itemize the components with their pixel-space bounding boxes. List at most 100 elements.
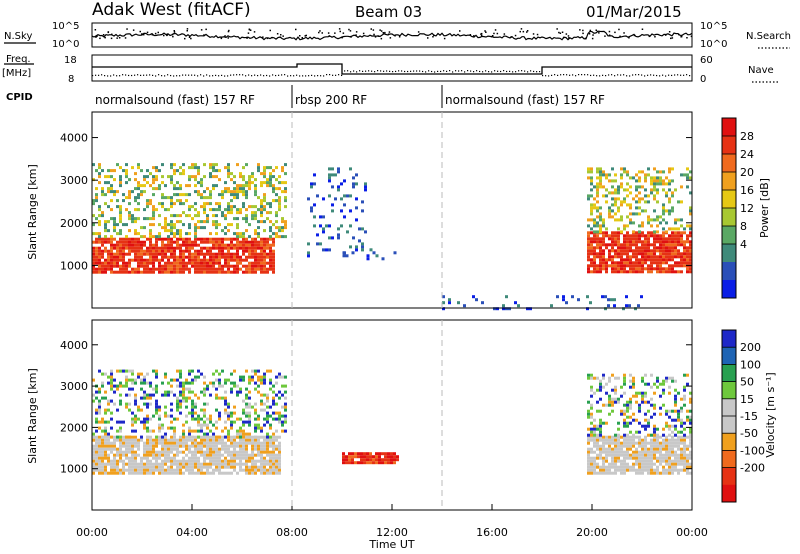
x-tick-label: 04:00 xyxy=(176,526,208,539)
data-cell xyxy=(104,420,107,424)
nsearch-dot xyxy=(107,31,110,33)
data-cell xyxy=(623,227,626,231)
nave-dot xyxy=(422,70,424,73)
data-cell xyxy=(602,255,605,259)
data-cell xyxy=(122,420,125,424)
data-cell xyxy=(188,178,191,182)
data-cell xyxy=(266,444,269,448)
data-cell xyxy=(263,270,266,274)
data-cell xyxy=(269,444,272,448)
data-cell xyxy=(622,307,625,311)
nsearch-dot xyxy=(614,31,616,34)
data-cell xyxy=(263,246,266,250)
data-cell xyxy=(92,240,95,244)
data-cell xyxy=(378,461,381,465)
data-cell xyxy=(101,447,104,451)
data-cell xyxy=(638,462,641,466)
data-cell xyxy=(221,438,224,442)
nsearch-dot xyxy=(559,32,562,34)
data-cell xyxy=(689,450,692,454)
data-cell xyxy=(611,197,614,201)
data-cell xyxy=(638,421,641,425)
data-cell xyxy=(662,388,665,392)
nave-dot xyxy=(137,74,139,76)
data-cell xyxy=(158,423,161,427)
data-cell xyxy=(188,372,191,376)
data-cell xyxy=(322,215,325,219)
data-cell xyxy=(602,185,605,189)
data-cell xyxy=(125,252,128,256)
data-cell xyxy=(236,249,239,253)
data-cell xyxy=(167,258,170,262)
data-cell xyxy=(140,190,143,194)
data-cell xyxy=(638,246,641,250)
data-cell xyxy=(182,459,185,463)
data-cell xyxy=(149,261,152,265)
data-cell xyxy=(185,420,188,424)
data-cell xyxy=(599,438,602,442)
data-cell xyxy=(617,185,620,189)
data-cell xyxy=(623,459,626,463)
data-cell xyxy=(272,190,275,194)
data-cell xyxy=(182,390,185,394)
data-cell xyxy=(248,240,251,244)
data-cell xyxy=(275,459,278,463)
data-cell xyxy=(662,209,665,213)
data-cell xyxy=(650,465,653,469)
data-cell xyxy=(107,408,110,412)
data-cell xyxy=(134,196,137,200)
data-cell xyxy=(197,420,200,424)
data-cell xyxy=(623,424,626,428)
data-cell xyxy=(593,438,596,442)
data-cell xyxy=(602,447,605,451)
data-cell xyxy=(647,243,650,247)
data-cell xyxy=(251,462,254,466)
data-cell xyxy=(98,246,101,250)
data-cell xyxy=(668,433,671,437)
data-cell xyxy=(185,462,188,466)
data-cell xyxy=(251,369,254,373)
data-cell xyxy=(668,212,671,216)
data-cell xyxy=(656,465,659,469)
data-cell xyxy=(659,246,662,250)
data-cell xyxy=(683,468,686,472)
data-cell xyxy=(656,234,659,238)
data-cell xyxy=(375,452,378,456)
data-cell xyxy=(275,178,278,182)
data-cell xyxy=(116,438,119,442)
data-cell xyxy=(266,462,269,466)
data-cell xyxy=(128,438,131,442)
data-cell xyxy=(629,400,632,404)
data-cell xyxy=(143,378,146,382)
data-cell xyxy=(668,424,671,428)
data-cell xyxy=(95,270,98,274)
data-cell xyxy=(203,393,206,397)
data-cell xyxy=(140,184,143,188)
data-cell xyxy=(611,270,614,274)
data-cell xyxy=(278,417,281,421)
data-cell xyxy=(104,435,107,439)
colorbar-swatch xyxy=(722,330,736,348)
nave-label: Nave xyxy=(748,65,774,76)
colorbar-tick-label: 8 xyxy=(740,220,747,233)
data-cell xyxy=(125,375,128,379)
data-cell xyxy=(257,220,260,224)
data-cell xyxy=(209,196,212,200)
data-cell xyxy=(349,209,352,213)
velocity-ylabel: Slant Range [km] xyxy=(26,368,39,464)
data-cell xyxy=(254,240,257,244)
data-cell xyxy=(328,248,331,252)
data-cell xyxy=(656,230,659,234)
data-cell xyxy=(623,441,626,445)
data-cell xyxy=(212,468,215,472)
data-cell xyxy=(236,196,239,200)
data-cell xyxy=(272,441,275,445)
data-cell xyxy=(170,447,173,451)
nave-dot xyxy=(263,75,265,77)
data-cell xyxy=(251,270,254,274)
data-cell xyxy=(197,435,200,439)
data-cell xyxy=(215,252,218,256)
data-cell xyxy=(361,248,364,252)
data-cell xyxy=(281,166,284,170)
data-cell xyxy=(632,465,635,469)
